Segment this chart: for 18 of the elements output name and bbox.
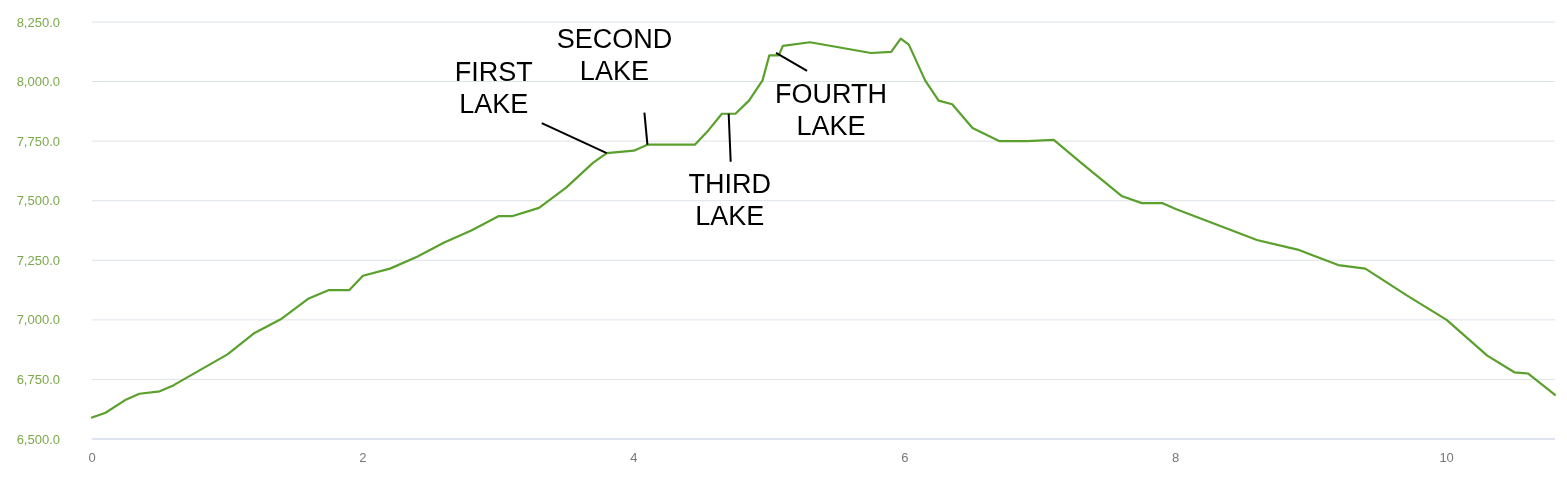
x-tick-label: 8 — [1172, 450, 1180, 465]
annotation: FOURTH LAKE — [775, 79, 888, 142]
y-tick-label: 7,000.0 — [16, 312, 60, 328]
y-tick-label: 7,250.0 — [16, 252, 60, 268]
y-tick-label: 8,000.0 — [16, 74, 60, 90]
x-tick-label: 2 — [359, 450, 367, 465]
y-tick-label: 6,750.0 — [16, 371, 60, 387]
y-tick-label: 7,500.0 — [16, 193, 60, 209]
x-tick-label: 0 — [88, 450, 96, 465]
annotation: FIRST LAKE — [454, 56, 533, 119]
y-tick-label: 6,500.0 — [16, 431, 60, 447]
x-tick-label: 4 — [630, 450, 638, 465]
annotation: SECOND LAKE — [556, 24, 673, 87]
y-tick-label: 8,250.0 — [16, 14, 60, 30]
x-tick-label: 10 — [1439, 450, 1454, 465]
y-tick-label: 7,750.0 — [16, 133, 60, 149]
x-tick-label: 6 — [901, 450, 909, 465]
annotation: THIRD LAKE — [688, 169, 771, 232]
